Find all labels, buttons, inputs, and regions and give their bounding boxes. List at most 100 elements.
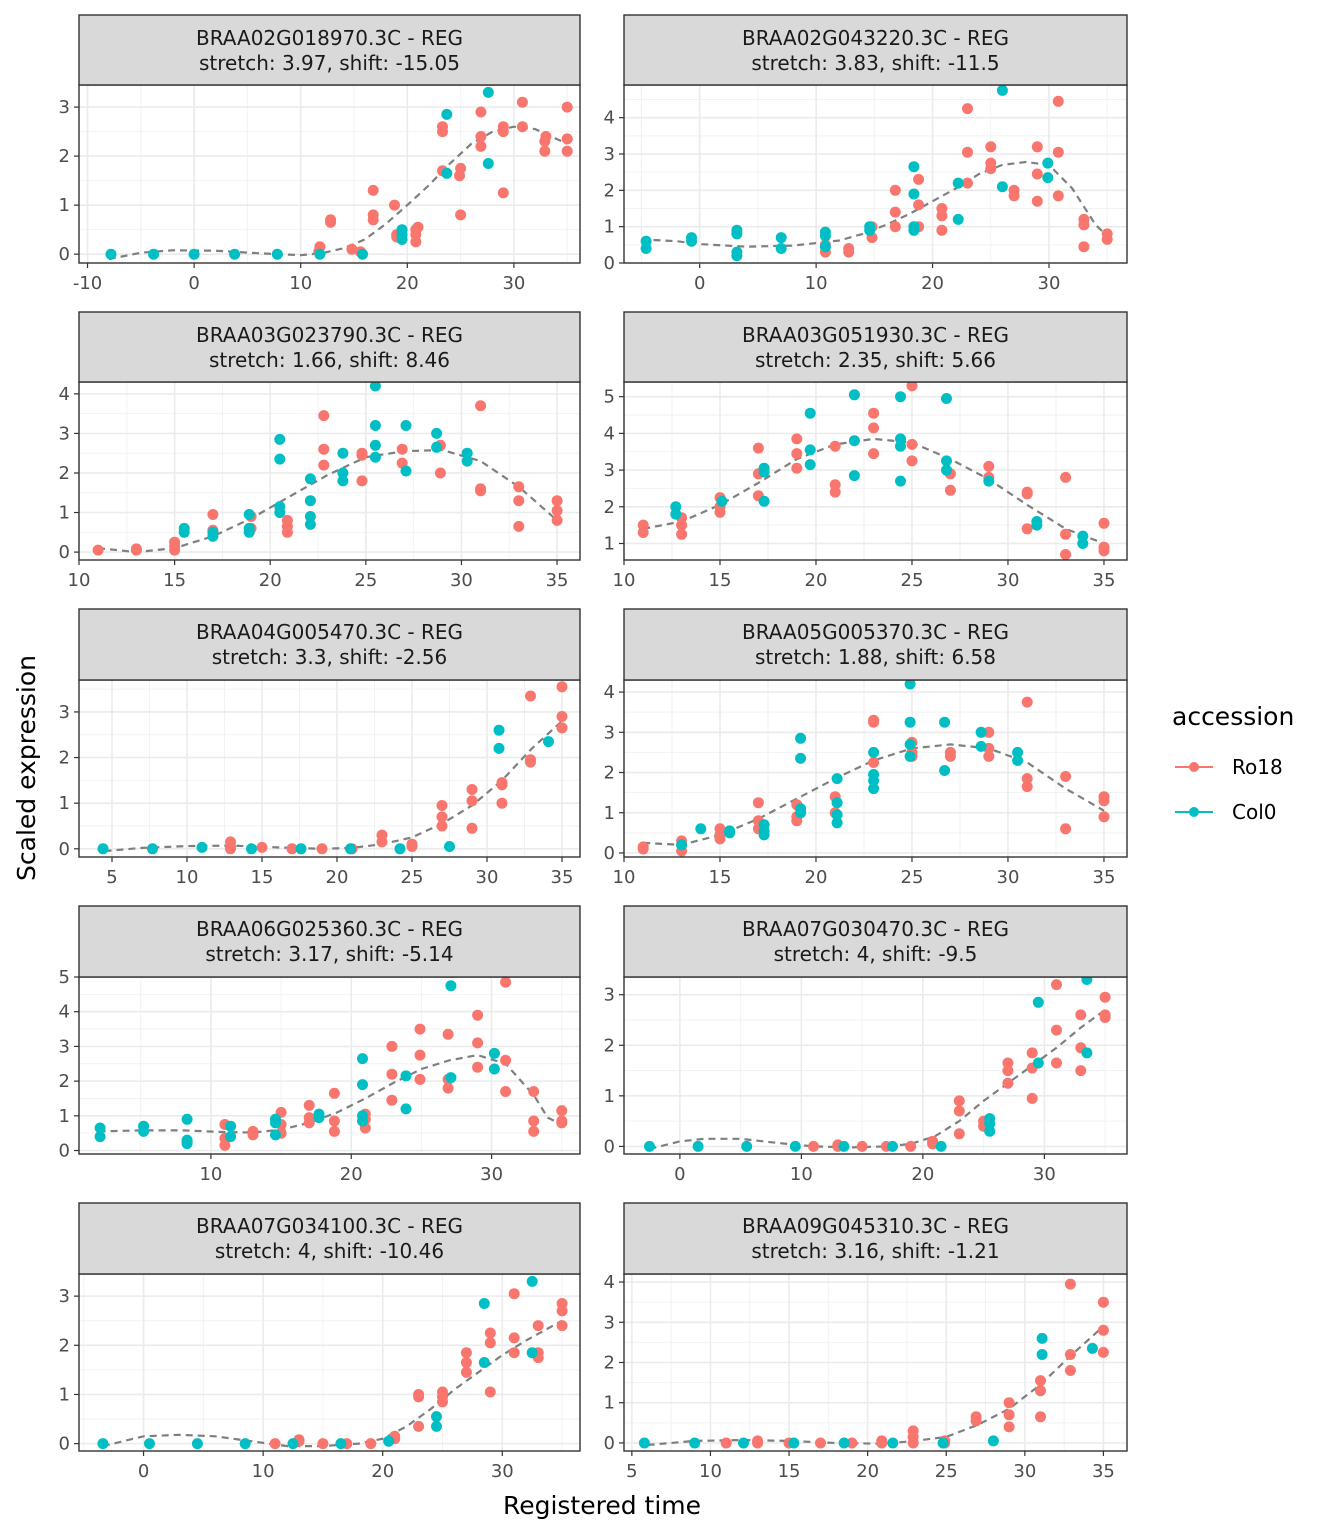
x-tick-label: 10 <box>252 1461 275 1482</box>
data-point-ro18 <box>1026 1092 1038 1104</box>
y-tick-label: 2 <box>604 497 615 518</box>
data-point-ro18 <box>532 1320 544 1332</box>
data-point-col0 <box>838 1437 850 1449</box>
fitted-curve <box>641 160 1108 248</box>
data-point-ro18 <box>1098 795 1110 807</box>
data-point-col0 <box>431 441 443 453</box>
y-tick-label: 1 <box>604 1393 615 1414</box>
data-point-col0 <box>357 1115 368 1127</box>
x-tick-label: 15 <box>709 867 732 888</box>
data-point-ro18 <box>130 543 142 555</box>
data-point-ro18 <box>434 467 446 479</box>
data-point-col0 <box>274 507 286 518</box>
y-tick-label: 3 <box>604 460 615 481</box>
data-point-ro18 <box>414 1049 426 1061</box>
x-tick-label: 0 <box>694 273 705 294</box>
y-tick-label: 3 <box>59 97 70 118</box>
data-point-col0 <box>868 746 880 758</box>
data-point-ro18 <box>500 1086 512 1097</box>
legend-key-point-col0 <box>1189 807 1199 817</box>
data-point-col0 <box>493 742 505 754</box>
data-point-col0 <box>441 167 453 179</box>
strip-subtitle: stretch: 4, shift: -10.46 <box>215 1239 444 1263</box>
data-point-ro18 <box>556 711 568 722</box>
data-point-col0 <box>831 809 843 821</box>
data-point-col0 <box>1012 746 1024 758</box>
data-point-col0 <box>975 726 987 738</box>
data-point-col0 <box>304 473 316 485</box>
data-point-col0 <box>1077 538 1089 549</box>
data-point-col0 <box>461 447 473 459</box>
data-point-col0 <box>345 843 356 855</box>
data-point-ro18 <box>561 133 573 145</box>
data-point-ro18 <box>525 756 536 768</box>
data-point-col0 <box>488 1063 500 1075</box>
data-point-ro18 <box>1097 1346 1109 1358</box>
strip-subtitle: stretch: 1.88, shift: 6.58 <box>755 645 996 669</box>
data-point-ro18 <box>752 1437 764 1449</box>
data-point-col0 <box>939 765 951 776</box>
y-tick-label: 1 <box>604 533 615 554</box>
data-point-ro18 <box>944 484 956 496</box>
data-point-col0 <box>239 1438 251 1450</box>
data-point-col0 <box>895 475 906 487</box>
data-point-ro18 <box>436 820 448 832</box>
x-tick-label: 20 <box>326 867 349 888</box>
data-point-col0 <box>400 1070 412 1082</box>
x-tick-label: 25 <box>401 867 424 888</box>
legend-label-ro18: Ro18 <box>1232 755 1283 779</box>
x-tick-label: 10 <box>613 867 636 888</box>
data-point-col0 <box>908 161 920 173</box>
panel-4: 10 15 20 25 30 35 1 2 3 4 5 BRAA03G051930.3C - REGs… <box>604 311 1128 591</box>
x-tick-label: 20 <box>396 273 419 294</box>
x-tick-label: 0 <box>138 1461 149 1482</box>
data-point-ro18 <box>539 145 551 157</box>
data-point-ro18 <box>367 214 379 226</box>
data-point-ro18 <box>455 209 467 221</box>
plot-background <box>624 85 1127 263</box>
data-point-ro18 <box>868 716 880 728</box>
data-point-ro18 <box>962 103 973 115</box>
data-point-ro18 <box>497 121 509 133</box>
series-col0 <box>640 84 1054 262</box>
data-point-ro18 <box>1002 1065 1014 1077</box>
data-point-ro18 <box>1008 184 1020 196</box>
data-point-ro18 <box>1021 696 1033 708</box>
x-tick-label: 0 <box>188 273 199 294</box>
series-col0 <box>97 1275 538 1450</box>
data-point-col0 <box>148 248 160 260</box>
x-tick-label: 10 <box>790 1164 813 1185</box>
data-point-ro18 <box>484 1327 496 1339</box>
x-tick-label: 15 <box>709 570 732 591</box>
data-point-ro18 <box>1031 168 1043 180</box>
data-point-col0 <box>952 177 964 189</box>
data-point-ro18 <box>286 843 298 855</box>
data-point-col0 <box>188 248 200 260</box>
data-point-ro18 <box>386 1040 398 1052</box>
data-point-col0 <box>775 243 787 254</box>
x-tick-label: 30 <box>502 273 525 294</box>
data-point-col0 <box>295 843 307 855</box>
panel-3: 10 15 20 25 30 35 0 1 2 3 4 BRAA03G023790.3C - REGs… <box>59 311 581 591</box>
data-point-col0 <box>758 829 770 841</box>
data-point-col0 <box>996 84 1008 96</box>
y-tick-label: 5 <box>604 387 615 408</box>
data-point-ro18 <box>513 481 525 493</box>
data-point-ro18 <box>637 527 649 538</box>
plot-background <box>79 1274 580 1451</box>
data-point-ro18 <box>508 1332 520 1344</box>
x-tick-label: 30 <box>1013 1461 1036 1482</box>
data-point-ro18 <box>496 779 508 791</box>
x-tick-label: 10 <box>699 1461 722 1482</box>
data-point-col0 <box>789 1140 801 1152</box>
data-point-ro18 <box>328 1115 340 1127</box>
x-tick-label: 15 <box>251 867 274 888</box>
panel-5: 5 10 15 20 25 30 35 0 1 2 3 BRAA04G005470.3C - REGs… <box>59 608 581 888</box>
strip-subtitle: stretch: 1.66, shift: 8.46 <box>209 348 450 372</box>
data-point-col0 <box>400 465 412 477</box>
data-point-col0 <box>904 716 916 728</box>
panel-6: 10 15 20 25 30 35 0 1 2 3 4 BRAA05G005370.3C - REGs… <box>604 608 1128 888</box>
data-point-ro18 <box>497 187 509 199</box>
data-point-ro18 <box>1035 1385 1046 1397</box>
